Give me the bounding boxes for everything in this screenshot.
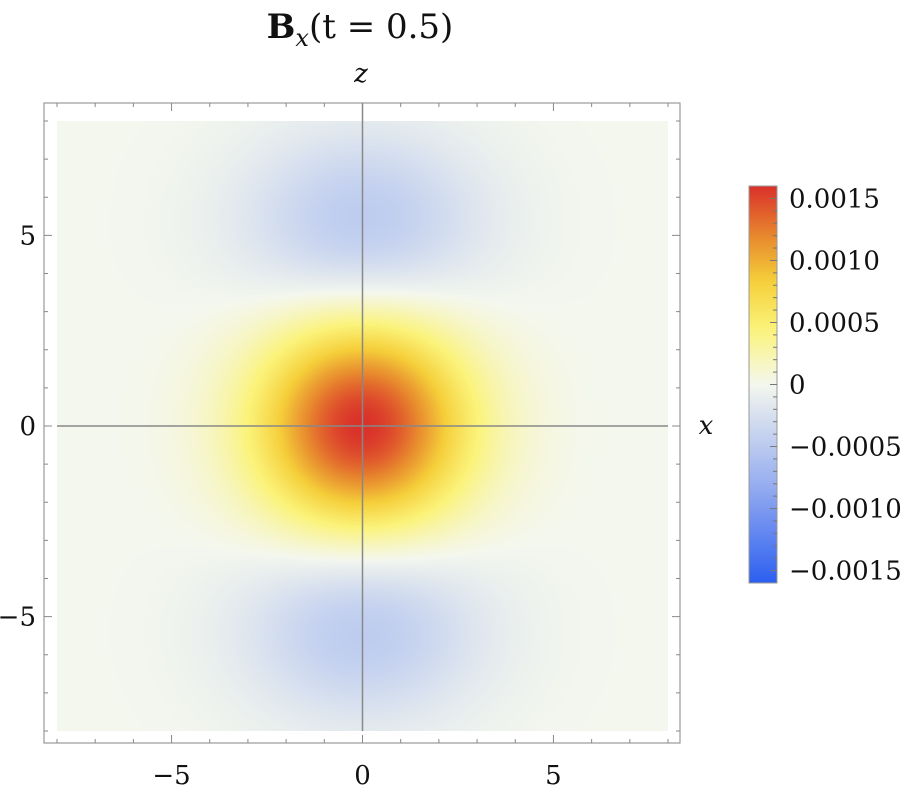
colorbar-tick-label: 0 — [789, 371, 806, 401]
y-tick-label: 5 — [19, 221, 36, 251]
colorbar: 0.0015 0.0010 0.0005 0 −0.0005 −0.0010 −0.0015 — [748, 184, 902, 587]
x-tick-label: −5 — [152, 761, 190, 791]
title-rest: (t = 0.5) — [309, 7, 453, 47]
colorbar-tick-label: −0.0015 — [789, 557, 902, 587]
colorbar-tick-label: −0.0010 — [789, 495, 902, 525]
z-axis-label: z — [353, 59, 368, 89]
axes: −5 0 5 5 0 −5 — [0, 102, 681, 791]
x-tick-label: 5 — [545, 761, 562, 791]
colorbar-tick-label: 0.0015 — [789, 184, 880, 214]
title-bold: B — [267, 7, 296, 47]
colorbar-tick-label: 0.0010 — [789, 246, 880, 276]
x-tick-label: 0 — [354, 761, 371, 791]
x-axis-label: x — [699, 411, 714, 441]
y-tick-label: −5 — [0, 603, 36, 633]
colorbar-tick-label: 0.0005 — [789, 308, 880, 338]
title-subscript: x — [295, 24, 309, 52]
colorbar-tick-label: −0.0005 — [789, 433, 902, 463]
chart-title: Bx(t = 0.5) — [267, 7, 454, 52]
svg-text:Bx(t = 0.5): Bx(t = 0.5) — [267, 7, 454, 52]
y-tick-label: 0 — [19, 412, 36, 442]
